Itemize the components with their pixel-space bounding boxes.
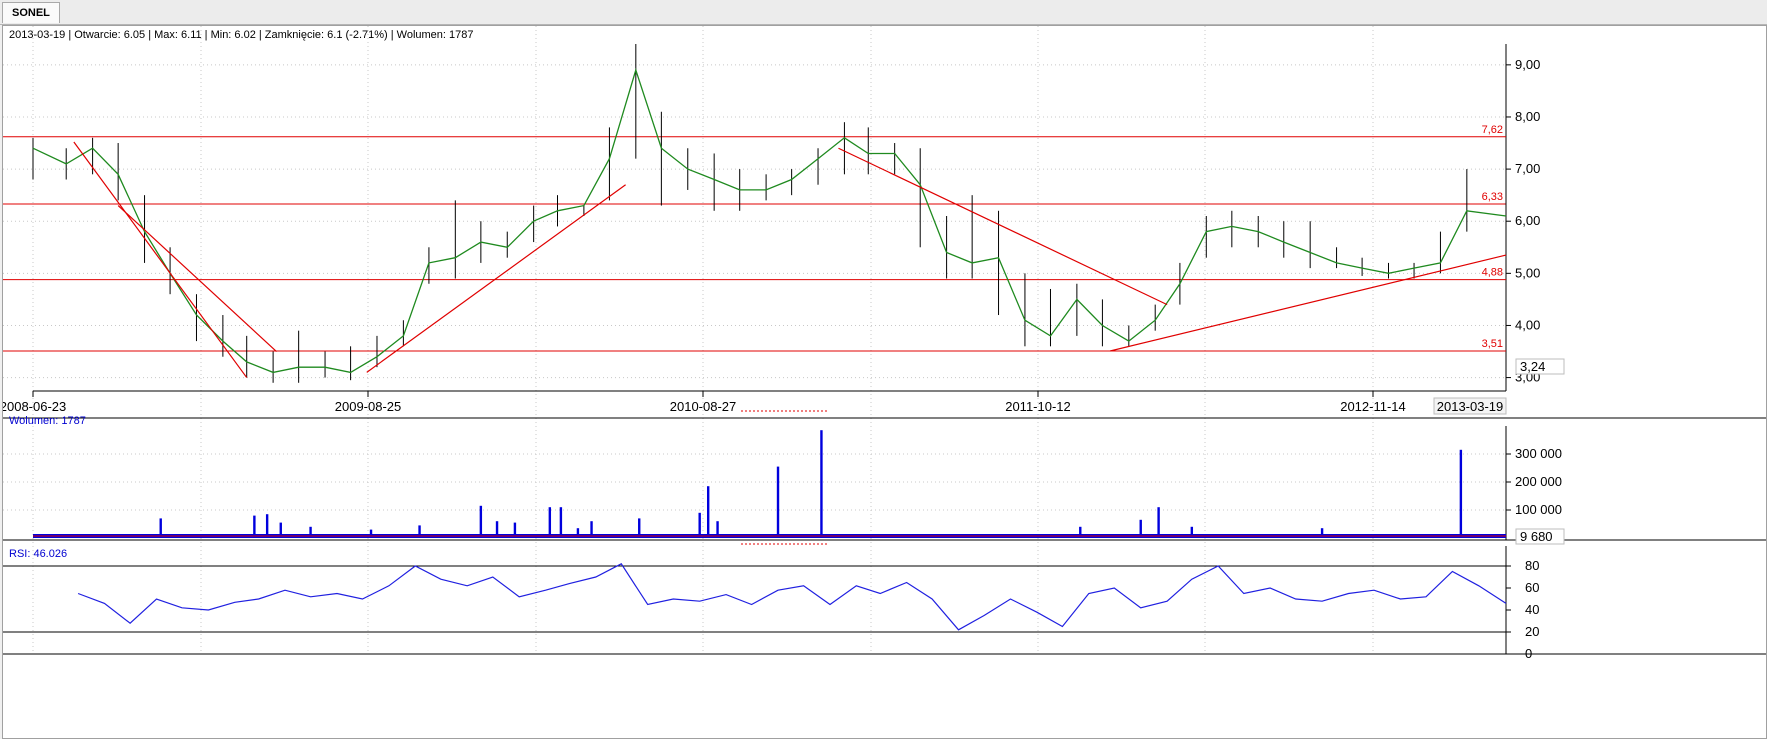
volume-bar	[576, 528, 580, 538]
x-tick-label: 2012-11-14	[1340, 399, 1406, 414]
x-tick-label: 2010-08-27	[670, 399, 737, 414]
x-tick-label: 2009-08-25	[335, 399, 402, 414]
volume-bar	[1320, 528, 1324, 538]
rsi-label: RSI: 46.026	[9, 548, 67, 560]
volume-bar	[548, 507, 552, 538]
volume-bar	[1459, 449, 1463, 538]
x-tick-label: 2008-06-23	[3, 399, 66, 414]
volume-bar	[559, 507, 563, 538]
rsi-tick-label: 40	[1525, 602, 1539, 617]
volume-bar	[159, 518, 162, 538]
volume-bar	[495, 521, 499, 538]
current-value-label: 3,24	[1520, 359, 1545, 374]
volume-bar	[1190, 526, 1194, 538]
last-date-label: 2013-03-19	[1437, 399, 1504, 414]
level-label: 7,62	[1482, 124, 1503, 136]
y-tick-label: 6,00	[1515, 213, 1540, 228]
y-tick-label: 5,00	[1515, 265, 1540, 280]
volume-bar	[309, 526, 312, 538]
volume-bar	[1157, 507, 1160, 538]
ohlc-info-text: 2013-03-19 | Otwarcie: 6.05 | Max: 6.11 …	[9, 29, 474, 41]
rsi-tick-label: 80	[1525, 558, 1539, 573]
volume-bar	[638, 518, 641, 538]
volume-tick-label: 300 000	[1515, 446, 1562, 461]
volume-bar	[776, 466, 780, 538]
volume-bar	[1079, 526, 1082, 538]
volume-bar	[513, 522, 517, 538]
rsi-tick-label: 20	[1525, 624, 1539, 639]
volume-current-label: 9 680	[1520, 529, 1553, 544]
volume-bar	[820, 430, 823, 538]
last-date-box	[1433, 397, 1507, 415]
volume-bar	[1139, 519, 1142, 538]
tab-bar: SONEL	[0, 0, 1767, 25]
volume-bar	[698, 512, 701, 538]
rsi-tick-label: 60	[1525, 580, 1539, 595]
trendline[interactable]	[73, 141, 248, 378]
price-line	[32, 67, 1507, 374]
level-label: 3,51	[1482, 338, 1503, 350]
volume-bar	[479, 505, 483, 538]
chart-area[interactable]: 3,00 4,00 5,00 6,00 7,00 8,00 9,00 7,62 6,33 4,88…	[2, 25, 1767, 739]
volume-tick-label: 100 000	[1515, 502, 1562, 517]
volume-bar	[265, 514, 269, 538]
y-tick-label: 9,00	[1515, 57, 1540, 72]
tab-sonel[interactable]: SONEL	[2, 2, 60, 23]
volume-bar	[369, 529, 373, 538]
rsi-line	[77, 563, 1507, 631]
volume-label: Wolumen: 1787	[9, 415, 86, 427]
volume-current-box	[1515, 528, 1565, 545]
stock-chart-svg[interactable]: 3,004,005,006,007,008,009,007,626,334,88…	[3, 26, 1766, 738]
trendline[interactable]	[366, 184, 626, 373]
volume-bar	[253, 515, 256, 538]
volume-bar	[706, 486, 710, 538]
volume-bar	[590, 521, 593, 538]
volume-bar	[716, 521, 719, 538]
volume-bar	[418, 525, 421, 538]
x-tick-label: 2011-10-12	[1005, 399, 1071, 414]
current-value-box	[1515, 358, 1565, 375]
trendline[interactable]	[838, 147, 1168, 306]
level-label: 4,88	[1482, 267, 1503, 279]
trendline[interactable]	[1109, 254, 1507, 352]
volume-tick-label: 200 000	[1515, 474, 1562, 489]
trendline[interactable]	[117, 205, 277, 352]
y-tick-label: 4,00	[1515, 317, 1540, 332]
y-tick-label: 8,00	[1515, 109, 1540, 124]
level-label: 6,33	[1482, 191, 1503, 203]
y-tick-label: 7,00	[1515, 161, 1540, 176]
volume-bar	[279, 522, 282, 538]
